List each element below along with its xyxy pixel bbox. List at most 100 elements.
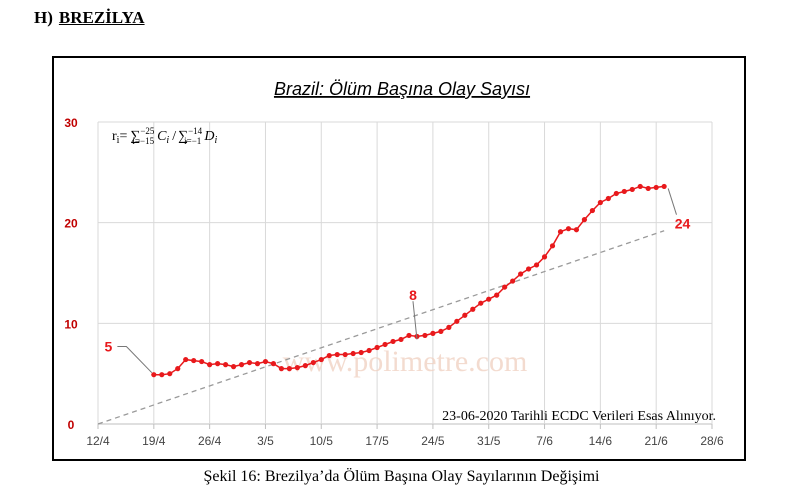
data-point (613, 190, 619, 197)
data-point (541, 254, 548, 260)
x-tick-label: 10/5 (310, 434, 334, 448)
data-point (199, 358, 205, 365)
chart-title: Brazil: Ölüm Başına Olay Sayısı (274, 79, 530, 99)
data-point (557, 229, 564, 235)
y-tick-label: 20 (64, 217, 78, 231)
data-point (502, 284, 508, 290)
formula-sub-1: i=−15 (132, 136, 154, 146)
data-point (222, 362, 229, 368)
data-point (454, 318, 460, 324)
data-point (350, 350, 356, 357)
data-point (230, 364, 237, 370)
data-point (661, 183, 667, 190)
y-tick-label: 0 (68, 418, 75, 432)
data-point (326, 352, 332, 359)
formula-sigma-1: ∑ (130, 129, 140, 144)
grid-lines (97, 121, 713, 425)
data-point (637, 183, 643, 190)
data-point (398, 336, 404, 343)
data-point (581, 217, 588, 223)
chart-formula: ri= ∑−25 i=−15 Ci / ∑−14 i=−1 Di (112, 126, 217, 146)
data-point (366, 347, 372, 354)
data-point (215, 361, 221, 367)
data-point (286, 366, 292, 372)
annotation-label: 24 (675, 216, 691, 232)
data-point (159, 372, 165, 378)
data-point (191, 357, 197, 364)
x-tick-label: 19/4 (142, 434, 166, 448)
x-tick-label: 3/5 (257, 434, 274, 448)
data-point (302, 363, 308, 369)
data-point (175, 366, 181, 372)
formula-sigma-2: ∑ (178, 129, 188, 144)
data-point (629, 186, 635, 193)
formula-var-2: D (203, 129, 214, 144)
watermark-text: www.polimetre.com (283, 345, 528, 378)
x-tick-label: 7/6 (536, 434, 553, 448)
formula-slash: / (172, 129, 176, 144)
data-point (406, 332, 412, 339)
trend-line-group (97, 230, 665, 425)
data-point (183, 356, 189, 363)
data-point (318, 356, 324, 363)
data-point (310, 359, 316, 366)
data-point (525, 266, 532, 272)
data-point (549, 243, 556, 249)
formula-eq: = (119, 129, 127, 144)
trend-line (97, 230, 665, 425)
section-heading: H) BREZİLYA (34, 8, 145, 28)
data-point (207, 362, 213, 368)
data-point (605, 195, 611, 202)
data-point (573, 227, 580, 233)
data-point (533, 262, 540, 268)
section-letter: H) (34, 8, 53, 27)
y-tick-label: 10 (64, 317, 78, 331)
data-point (294, 365, 300, 371)
data-point (278, 366, 285, 372)
data-point (470, 306, 476, 312)
annotations-group: 5 8 24 (104, 188, 691, 374)
data-point (462, 312, 468, 318)
data-point (334, 351, 340, 358)
annotation-label: 5 (104, 338, 112, 354)
x-tick-label: 12/4 (86, 434, 110, 448)
x-tick-label: 14/6 (589, 434, 613, 448)
annotation-leader (412, 301, 418, 340)
formula-sup-2: −14 (188, 126, 203, 136)
data-point (518, 271, 524, 277)
data-point (422, 332, 428, 339)
data-point (358, 349, 364, 356)
annotation-leader (117, 345, 153, 374)
x-tick-label: 26/4 (198, 434, 222, 448)
formula-sup-1: −25 (140, 126, 155, 136)
formula-lhs-sub: i (117, 135, 120, 146)
data-point (151, 372, 157, 378)
data-point (342, 351, 348, 358)
x-tick-label: 24/5 (421, 434, 445, 448)
data-point (589, 207, 595, 214)
data-point (494, 292, 500, 298)
data-point (238, 362, 245, 368)
x-tick-label: 21/6 (645, 434, 669, 448)
data-point (565, 226, 572, 232)
chart-frame: 0 10 20 30 12/4 19/4 26/4 3/5 10/5 17/5 24/5 31/5 7/… (52, 56, 746, 461)
formula-var-1: C (157, 129, 167, 144)
x-tick-label: 31/5 (477, 434, 501, 448)
x-tick-label: 17/5 (365, 434, 389, 448)
section-country: BREZİLYA (58, 8, 145, 27)
data-point (262, 358, 269, 365)
annotation-leader (667, 188, 677, 215)
data-point (510, 278, 516, 284)
data-point (270, 361, 277, 367)
data-point (438, 328, 444, 334)
data-point (430, 330, 436, 336)
x-tick-label: 28/6 (700, 434, 724, 448)
series-group (151, 183, 667, 378)
source-note: 23-06-2020 Tarihli ECDC Verileri Esas Al… (442, 409, 716, 424)
formula-var-1-sub: i (166, 135, 169, 146)
data-point (597, 199, 603, 206)
formula-var-2-sub: i (214, 135, 217, 146)
data-point (478, 300, 484, 306)
